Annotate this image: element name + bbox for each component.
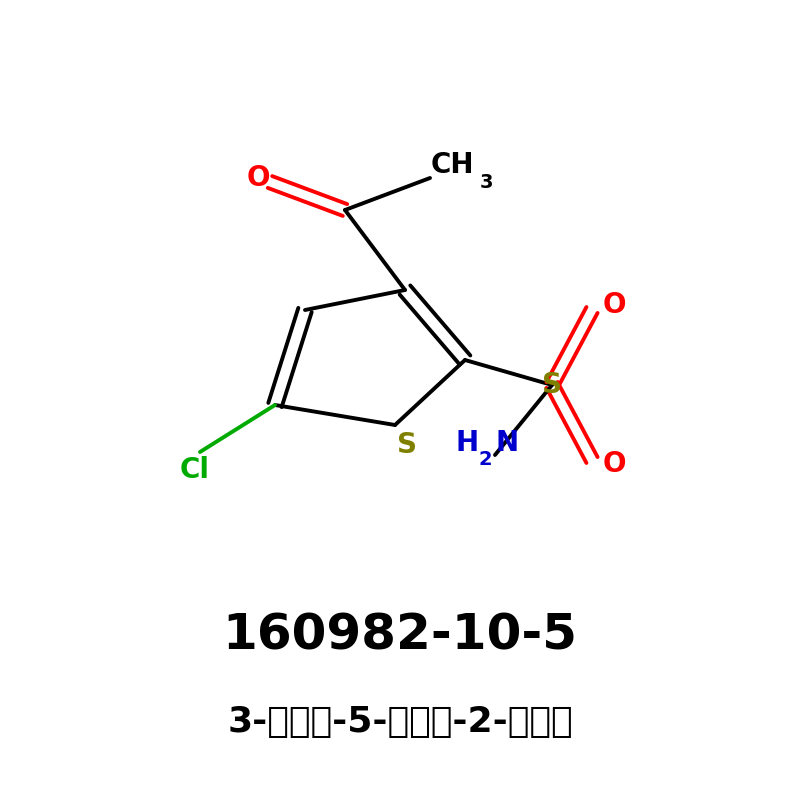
Text: O: O: [246, 164, 270, 192]
Text: CH: CH: [430, 151, 474, 179]
Text: 3: 3: [479, 173, 493, 191]
Text: S: S: [397, 431, 417, 459]
Text: N: N: [495, 429, 518, 457]
Text: 2: 2: [478, 450, 492, 470]
Text: S: S: [542, 371, 562, 399]
Text: O: O: [602, 450, 626, 478]
Text: O: O: [602, 291, 626, 319]
Text: H: H: [455, 429, 478, 457]
Text: 160982-10-5: 160982-10-5: [222, 611, 578, 659]
Text: 3-乙酰基-5-氯噻吩-2-磺酰胺: 3-乙酰基-5-氯噻吩-2-磺酰胺: [227, 705, 573, 739]
Text: Cl: Cl: [180, 456, 210, 484]
